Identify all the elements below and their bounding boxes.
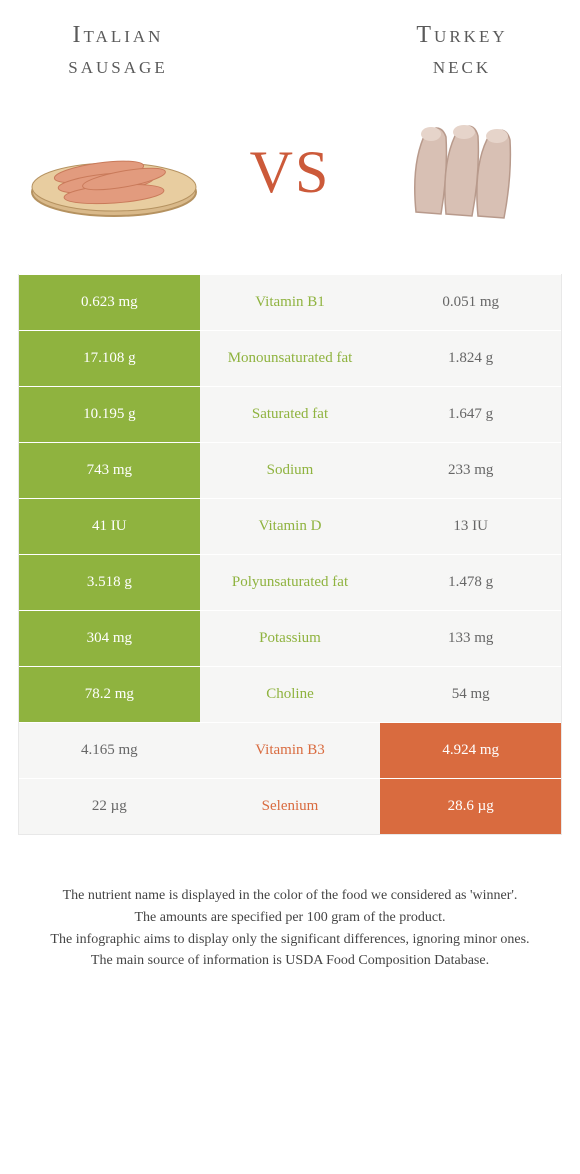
nutrient-row: 743 mgSodium233 mg (19, 442, 561, 498)
left-value-cell: 4.165 mg (19, 723, 200, 778)
right-food-image (376, 112, 556, 232)
nutrient-name-cell: Vitamin B3 (200, 723, 381, 778)
left-food-title: Italian sausage (18, 20, 218, 82)
footer-line-2: The amounts are specified per 100 gram o… (24, 907, 556, 929)
sausage-icon (24, 117, 204, 227)
right-value-cell: 0.051 mg (380, 275, 561, 330)
right-value-cell: 1.824 g (380, 331, 561, 386)
left-food-title-line2: sausage (68, 53, 167, 79)
footer-line-4: The main source of information is USDA F… (24, 950, 556, 972)
right-value-cell: 54 mg (380, 667, 561, 722)
nutrient-name-cell: Saturated fat (200, 387, 381, 442)
nutrient-name-cell: Vitamin D (200, 499, 381, 554)
turkey-neck-icon (386, 112, 546, 232)
right-value-cell: 233 mg (380, 443, 561, 498)
nutrient-row: 10.195 gSaturated fat1.647 g (19, 386, 561, 442)
left-food-title-line1: Italian (73, 22, 164, 48)
left-value-cell: 17.108 g (19, 331, 200, 386)
right-value-cell: 28.6 µg (380, 779, 561, 834)
nutrient-row: 41 IUVitamin D13 IU (19, 498, 561, 554)
left-food-image (24, 112, 204, 232)
nutrient-name-cell: Monounsaturated fat (200, 331, 381, 386)
left-value-cell: 3.518 g (19, 555, 200, 610)
nutrient-name-cell: Selenium (200, 779, 381, 834)
nutrient-row: 3.518 gPolyunsaturated fat1.478 g (19, 554, 561, 610)
right-food-title-line2: neck (433, 53, 491, 79)
left-value-cell: 41 IU (19, 499, 200, 554)
nutrient-row: 304 mgPotassium133 mg (19, 610, 561, 666)
nutrient-name-cell: Potassium (200, 611, 381, 666)
nutrient-row: 22 µgSelenium28.6 µg (19, 778, 561, 834)
nutrient-row: 78.2 mgCholine54 mg (19, 666, 561, 722)
header-row: Italian sausage Turkey neck (18, 20, 562, 82)
footer-line-1: The nutrient name is displayed in the co… (24, 885, 556, 907)
left-value-cell: 0.623 mg (19, 275, 200, 330)
right-value-cell: 13 IU (380, 499, 561, 554)
nutrient-name-cell: Choline (200, 667, 381, 722)
right-value-cell: 1.647 g (380, 387, 561, 442)
right-value-cell: 1.478 g (380, 555, 561, 610)
left-value-cell: 22 µg (19, 779, 200, 834)
nutrient-name-cell: Vitamin B1 (200, 275, 381, 330)
nutrient-table: 0.623 mgVitamin B10.051 mg17.108 gMonoun… (18, 274, 562, 835)
nutrient-row: 0.623 mgVitamin B10.051 mg (19, 274, 561, 330)
nutrient-name-cell: Polyunsaturated fat (200, 555, 381, 610)
left-value-cell: 743 mg (19, 443, 200, 498)
left-value-cell: 78.2 mg (19, 667, 200, 722)
nutrient-row: 17.108 gMonounsaturated fat1.824 g (19, 330, 561, 386)
vs-label: VS (250, 138, 331, 207)
right-food-title-line1: Turkey (416, 22, 507, 48)
footer-line-3: The infographic aims to display only the… (24, 929, 556, 951)
infographic-container: Italian sausage Turkey neck VS (0, 0, 580, 992)
left-value-cell: 304 mg (19, 611, 200, 666)
right-value-cell: 133 mg (380, 611, 561, 666)
right-food-title: Turkey neck (362, 20, 562, 82)
nutrient-name-cell: Sodium (200, 443, 381, 498)
left-value-cell: 10.195 g (19, 387, 200, 442)
images-row: VS (18, 112, 562, 232)
right-value-cell: 4.924 mg (380, 723, 561, 778)
footer-notes: The nutrient name is displayed in the co… (18, 885, 562, 972)
nutrient-row: 4.165 mgVitamin B34.924 mg (19, 722, 561, 778)
